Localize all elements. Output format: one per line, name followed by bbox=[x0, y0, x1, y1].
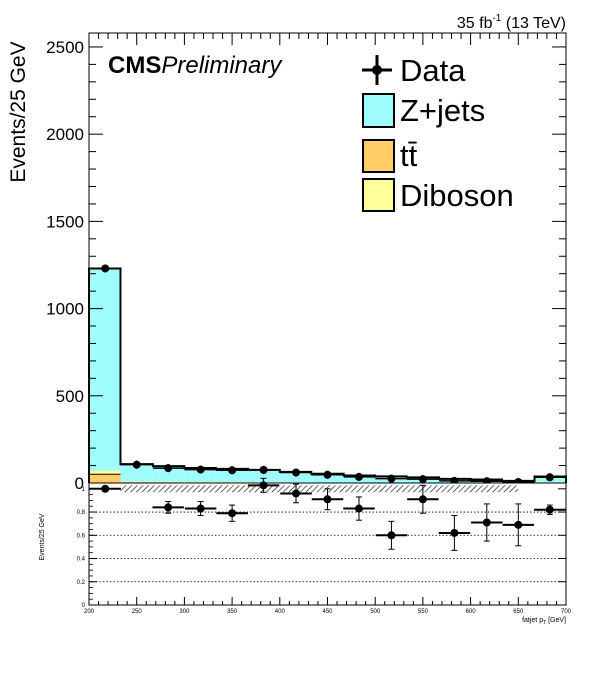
upper-ylabel: Events/25 GeV bbox=[7, 41, 30, 182]
legend-item-data: Data bbox=[362, 53, 466, 88]
ratio-point bbox=[101, 484, 110, 493]
stack-bar-zjets bbox=[120, 464, 153, 482]
lower-ylabel: Events/25 GeV bbox=[39, 513, 46, 560]
upper-plot-area bbox=[89, 33, 566, 483]
data-point bbox=[196, 465, 205, 474]
legend-item-ttbar: tt̄ bbox=[362, 138, 418, 173]
ratio-point bbox=[354, 504, 363, 513]
lower-ytick-label: 0.4 bbox=[77, 557, 86, 563]
cms-badge: CMSPreliminary bbox=[108, 52, 283, 79]
stack-bar-tt bbox=[89, 474, 121, 483]
ratio-point bbox=[228, 509, 237, 518]
data-point bbox=[259, 465, 268, 474]
legend-swatch-ttbar bbox=[362, 139, 395, 173]
data-point bbox=[354, 472, 363, 481]
lower-xtick-label: 350 bbox=[227, 609, 238, 615]
data-point bbox=[418, 475, 427, 484]
lower-xtick-label: 550 bbox=[418, 609, 429, 615]
lower-ytick-label: 1 bbox=[82, 487, 86, 493]
lower-xtick-label: 500 bbox=[370, 609, 381, 615]
upper-ytick-label: 2000 bbox=[46, 125, 84, 144]
ratio-point bbox=[292, 489, 301, 498]
lower-xtick-label: 400 bbox=[275, 609, 286, 615]
legend-item-diboson: Diboson bbox=[362, 178, 514, 213]
lower-xtick-label: 300 bbox=[179, 609, 190, 615]
ratio-point bbox=[164, 503, 173, 512]
lower-ytick-label: 0.2 bbox=[77, 580, 86, 586]
upper-panel: 0 500 1000 1500 2000 2500 bbox=[46, 32, 567, 493]
data-point bbox=[101, 264, 110, 273]
legend-item-zjets: Z+jets bbox=[362, 93, 485, 128]
lower-xtick-label: 700 bbox=[561, 609, 572, 615]
data-point bbox=[292, 468, 301, 477]
upper-ytick-label: 1000 bbox=[46, 300, 84, 319]
upper-ytick-label: 500 bbox=[56, 387, 84, 406]
legend-label-diboson: Diboson bbox=[400, 178, 514, 213]
stack-bar-zjets bbox=[89, 268, 121, 471]
lower-xtick-label: 200 bbox=[84, 609, 95, 615]
lower-ytick-label: 0.8 bbox=[77, 510, 86, 516]
lower-xlabel: fatjet pT [GeV] bbox=[522, 617, 566, 626]
lower-ytick-label: 0 bbox=[82, 603, 86, 609]
stack-bar-zjets bbox=[152, 466, 185, 482]
stack-bar-zjets bbox=[184, 468, 216, 482]
legend: Data Z+jets tt̄ Diboson bbox=[362, 53, 514, 213]
ratio-point bbox=[545, 505, 554, 514]
lumi-label: 35 fb-1 (13 TeV) bbox=[457, 13, 566, 32]
stack-bar-zjets bbox=[248, 469, 280, 483]
data-point bbox=[387, 474, 396, 483]
upper-ytick-label: 0 bbox=[75, 474, 84, 493]
data-point bbox=[164, 464, 173, 473]
legend-swatch-diboson bbox=[362, 178, 395, 212]
stack-bar-zjets bbox=[279, 471, 312, 483]
lower-xtick-label: 250 bbox=[132, 609, 143, 615]
lower-xtick-label: 650 bbox=[513, 609, 524, 615]
stack-bar-diboson bbox=[89, 470, 121, 475]
ratio-point bbox=[323, 495, 332, 504]
data-point bbox=[545, 473, 554, 482]
legend-label-zjets: Z+jets bbox=[400, 93, 485, 128]
stack-bar-zjets bbox=[215, 468, 249, 482]
upper-ytick-label: 2500 bbox=[46, 38, 84, 57]
legend-swatch-zjets bbox=[362, 93, 395, 128]
ratio-point bbox=[482, 518, 491, 527]
legend-label-data: Data bbox=[400, 53, 466, 88]
ratio-point bbox=[450, 528, 459, 537]
data-point bbox=[132, 460, 141, 469]
ratio-point bbox=[418, 495, 427, 504]
lower-panel: 0 0.2 0.4 0.6 0.8 1 200 250 300 350 400 450 500 550 60… bbox=[77, 477, 572, 615]
uncertainty-band bbox=[120, 485, 519, 493]
legend-data-marker bbox=[372, 65, 382, 75]
stack-bar-tt bbox=[120, 481, 153, 483]
ratio-point bbox=[196, 504, 205, 513]
lower-xtick-label: 600 bbox=[466, 609, 477, 615]
ratio-point bbox=[514, 520, 523, 529]
upper-ytick-label: 1500 bbox=[46, 212, 84, 231]
data-point bbox=[323, 470, 332, 479]
data-point bbox=[228, 466, 237, 475]
legend-label-ttbar: tt̄ bbox=[400, 138, 418, 173]
lower-xtick-label: 450 bbox=[322, 609, 333, 615]
lower-ytick-label: 0.6 bbox=[77, 533, 86, 539]
ratio-point bbox=[387, 531, 396, 540]
